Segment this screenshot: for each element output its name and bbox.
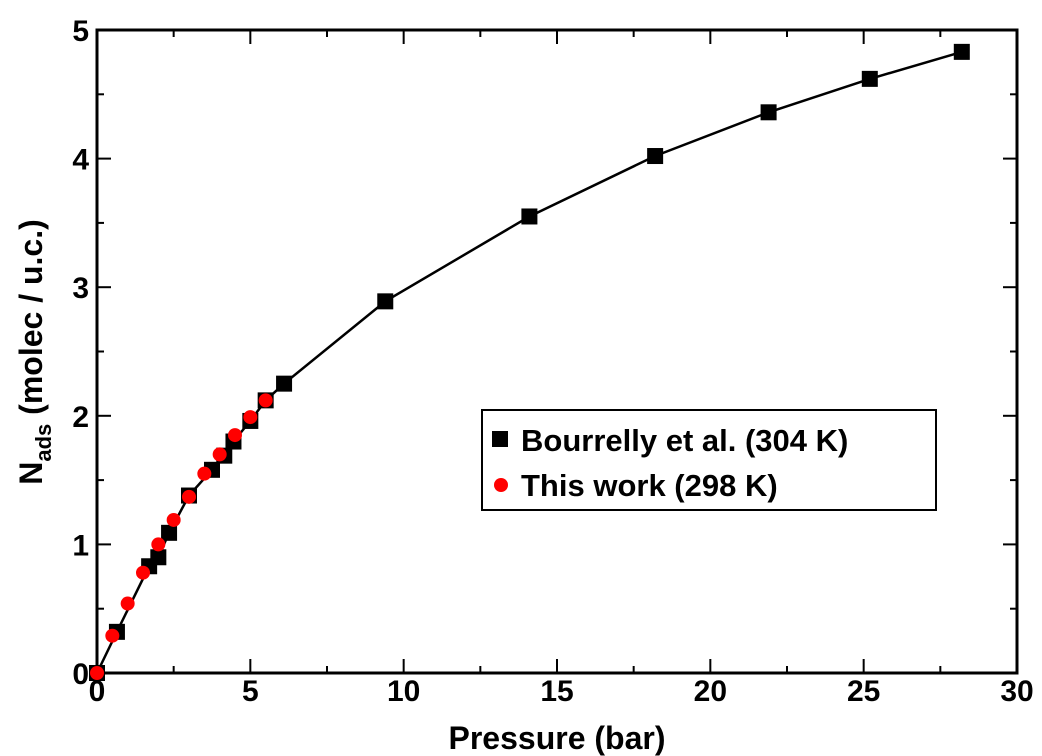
data-point-circle bbox=[212, 447, 227, 462]
data-point-square bbox=[377, 293, 394, 310]
data-point-circle bbox=[258, 393, 273, 408]
y-axis-title: Nads (molec / u.c.) bbox=[13, 219, 56, 485]
plot-frame bbox=[95, 28, 1019, 675]
data-point-circle bbox=[197, 466, 212, 481]
y-tick-label: 1 bbox=[72, 529, 89, 562]
data-point-square bbox=[861, 70, 878, 87]
y-tick-label: 0 bbox=[72, 658, 89, 691]
data-point-circle bbox=[228, 428, 242, 443]
data-point-circle bbox=[151, 537, 166, 552]
x-tick-label: 5 bbox=[242, 675, 259, 708]
y-tick-label: 5 bbox=[72, 15, 89, 48]
data-point-circle bbox=[182, 489, 196, 504]
y-axis-title-main: N bbox=[13, 462, 49, 485]
data-point-circle bbox=[243, 410, 258, 425]
data-point-circle bbox=[136, 565, 150, 580]
axis-ticks bbox=[96, 29, 1018, 674]
x-tick-label: 25 bbox=[847, 675, 880, 708]
y-tick-label: 3 bbox=[72, 272, 89, 305]
x-tick-label: 15 bbox=[540, 675, 573, 708]
data-point-circle bbox=[90, 666, 104, 680]
axis-tick-labels: 0 5 10 15 20 25 30 0 1 2 3 4 5 bbox=[72, 15, 1033, 708]
series-layer bbox=[89, 43, 970, 681]
y-tick-label: 4 bbox=[72, 144, 89, 177]
data-point-square bbox=[161, 524, 178, 541]
y-axis-title-subscript: ads bbox=[31, 424, 56, 462]
x-tick-label: 0 bbox=[89, 675, 106, 708]
legend-box bbox=[481, 409, 937, 511]
legend-label-this-work: This work (298 K) bbox=[521, 468, 778, 503]
legend: Bourrelly et al. (304 K) This work (298 … bbox=[481, 409, 937, 511]
x-tick-label: 10 bbox=[387, 675, 420, 708]
data-point-square bbox=[276, 375, 293, 392]
series-0 bbox=[89, 43, 970, 681]
data-point-square bbox=[760, 104, 777, 121]
x-tick-label: 30 bbox=[1000, 675, 1033, 708]
y-tick-label: 2 bbox=[72, 401, 89, 434]
legend-marker-bourrelly bbox=[492, 431, 508, 447]
data-point-square bbox=[521, 208, 538, 225]
data-point-circle bbox=[105, 628, 120, 643]
y-axis-title-rest: (molec / u.c.) bbox=[13, 219, 49, 423]
x-tick-label: 20 bbox=[694, 675, 727, 708]
x-axis-title: Pressure (bar) bbox=[449, 720, 666, 756]
legend-label-bourrelly: Bourrelly et al. (304 K) bbox=[521, 423, 848, 458]
data-point-square bbox=[647, 148, 664, 165]
data-point-circle bbox=[166, 512, 181, 527]
data-point-square bbox=[953, 43, 970, 60]
series-line bbox=[95, 50, 963, 674]
data-point-circle bbox=[120, 596, 135, 611]
legend-marker-this-work bbox=[494, 478, 508, 492]
series-1 bbox=[90, 393, 273, 680]
data-point-square bbox=[150, 549, 167, 566]
